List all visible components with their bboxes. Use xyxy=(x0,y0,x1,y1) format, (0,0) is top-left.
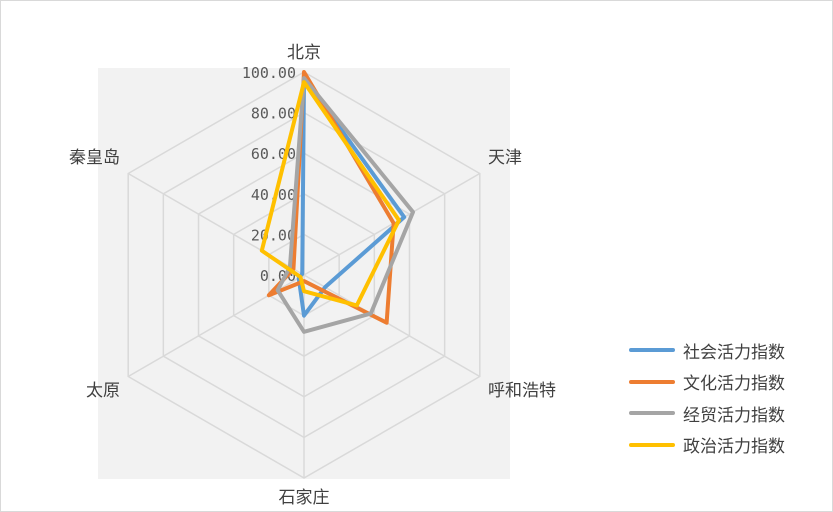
legend-swatch xyxy=(629,348,675,352)
series-line xyxy=(275,76,415,334)
category-label: 天津 xyxy=(488,148,522,168)
category-label: 呼和浩特 xyxy=(488,381,556,401)
grid-spoke xyxy=(303,274,481,378)
tick-label: 20.00 xyxy=(251,226,296,244)
legend-swatch xyxy=(629,379,675,384)
tick-label: 40.00 xyxy=(251,186,296,204)
series-line xyxy=(296,76,407,318)
category-label: 北京 xyxy=(287,43,321,63)
legend-swatch xyxy=(629,411,675,415)
category-label: 秦皇岛 xyxy=(69,148,120,168)
legend-item: 社会活力指数 xyxy=(629,339,829,363)
legend-label: 社会活力指数 xyxy=(683,342,785,363)
legend-item: 文化活力指数 xyxy=(629,371,829,394)
tick-label: 80.00 xyxy=(251,105,296,123)
legend-item: 经贸活力指数 xyxy=(629,402,829,426)
legend-label: 政治活力指数 xyxy=(683,437,785,457)
series-line xyxy=(259,80,401,308)
category-label: 石家庄 xyxy=(279,488,330,508)
tick-label: 100.00 xyxy=(242,64,296,82)
series-line xyxy=(266,70,396,325)
legend-label: 经贸活力指数 xyxy=(683,405,785,426)
legend-item: 政治活力指数 xyxy=(629,434,829,457)
legend-label: 文化活力指数 xyxy=(683,374,785,394)
chart-legend: 社会活力指数 文化活力指数 经贸活力指数 政治活力指数 xyxy=(629,339,829,465)
category-label: 太原 xyxy=(86,381,120,401)
legend-swatch xyxy=(629,442,675,447)
